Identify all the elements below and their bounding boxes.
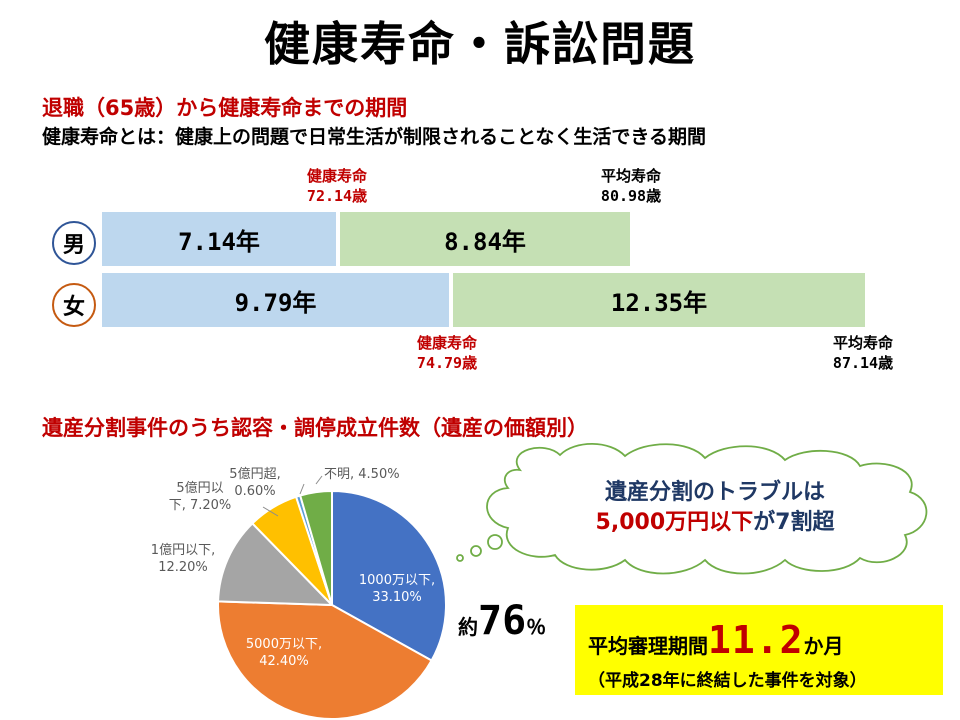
callout-line2: 5,000万円以下が7割超 bbox=[505, 508, 925, 538]
leader-line-5oku-cho bbox=[299, 483, 305, 495]
male-healthy-label: 健康寿命 bbox=[306, 167, 367, 185]
female-average-marker: 平均寿命 87.14歳 bbox=[808, 333, 918, 373]
pie-slice-5 bbox=[298, 489, 333, 606]
callout-line1: 遺産分割のトラブルは bbox=[604, 480, 825, 505]
slice-label-5oku-cho-pct: 0.60% bbox=[234, 484, 276, 499]
slice-label-5oku-cho: 5億円超, 0.60% bbox=[222, 466, 288, 500]
female-healthy-label: 健康寿命 bbox=[416, 334, 477, 352]
male-average-value: 80.98歳 bbox=[600, 187, 662, 205]
male-average-marker: 平均寿命 80.98歳 bbox=[576, 166, 686, 206]
slice-label-5oku-ika-name: 5億円以 bbox=[176, 481, 224, 496]
slice-label-5oku-cho-name: 5億円超, bbox=[229, 467, 281, 482]
male-healthy-value: 72.14歳 bbox=[306, 187, 368, 205]
pie-slice-0 bbox=[331, 489, 447, 662]
leader-line-fumei bbox=[315, 475, 323, 485]
approx-percentage: 約76％ bbox=[458, 598, 546, 644]
cloud-bubble-small bbox=[456, 554, 464, 562]
male-average-label: 平均寿命 bbox=[600, 167, 661, 185]
male-badge: 男 bbox=[52, 221, 96, 265]
female-unhealthy-period-bar: 12.35年 bbox=[453, 273, 865, 327]
approx-number: 76 bbox=[478, 598, 527, 644]
approx-prefix: 約 bbox=[458, 615, 478, 639]
male-unhealthy-period-bar: 8.84年 bbox=[340, 212, 630, 266]
slice-label-1000man-pct: 33.10% bbox=[372, 590, 422, 605]
leader-line-5oku-ika bbox=[262, 506, 279, 517]
callout-line2-rest: が7割超 bbox=[753, 510, 835, 535]
slice-label-1000man: 1000万以下, 33.10% bbox=[349, 572, 445, 606]
cloud-bubble-medium bbox=[470, 545, 482, 557]
female-average-label: 平均寿命 bbox=[832, 334, 893, 352]
cloud-bubble-large bbox=[487, 534, 503, 550]
trial-period-line: 平均審理期間11.2か月 bbox=[588, 618, 844, 662]
female-healthy-period-bar: 9.79年 bbox=[102, 273, 449, 327]
female-average-value: 87.14歳 bbox=[832, 354, 894, 372]
slice-label-fumei-name: 不明, bbox=[324, 467, 355, 482]
slice-label-5oku-ika: 5億円以 下, 7.20% bbox=[150, 480, 250, 514]
pie-slice-1 bbox=[217, 600, 433, 720]
section2-heading: 遺産分割事件のうち認容・調停成立件数（遺産の価額別） bbox=[42, 416, 588, 440]
slice-label-5000man: 5000万以下, 42.40% bbox=[232, 636, 336, 670]
slice-label-5000man-name: 5000万以下, bbox=[245, 637, 323, 652]
callout-highlight: 5,000万円以下 bbox=[595, 510, 754, 535]
section1-heading: 退職（65歳）から健康寿命までの期間 bbox=[42, 96, 408, 120]
trial-period-note: （平成28年に終結した事件を対象） bbox=[588, 671, 867, 691]
approx-suffix: ％ bbox=[526, 615, 547, 639]
slice-label-5oku-ika-rest: 下, 7.20% bbox=[150, 497, 250, 514]
female-healthy-marker: 健康寿命 74.79歳 bbox=[392, 333, 502, 373]
female-badge: 女 bbox=[52, 283, 96, 327]
page-title: 健康寿命・訴訟問題 bbox=[264, 17, 696, 71]
slice-label-5000man-pct: 42.40% bbox=[259, 654, 309, 669]
slice-label-fumei: 不明, 4.50% bbox=[324, 466, 424, 483]
section1-definition: 健康寿命とは：健康上の問題で日常生活が制限されることなく生活できる期間 bbox=[42, 126, 707, 148]
male-healthy-period-bar: 7.14年 bbox=[102, 212, 336, 266]
pie-slice-2 bbox=[217, 521, 335, 607]
trial-period-label: 平均審理期間 bbox=[588, 634, 708, 658]
slice-label-1oku: 1億円以下, 12.20% bbox=[138, 542, 228, 576]
slice-label-1000man-name: 1000万以下, bbox=[358, 573, 436, 588]
slice-label-5oku-ika-pct: 7.20% bbox=[189, 498, 232, 513]
female-healthy-value: 74.79歳 bbox=[416, 354, 478, 372]
male-healthy-marker: 健康寿命 72.14歳 bbox=[282, 166, 392, 206]
slice-label-5oku-ika-name2: 下, bbox=[168, 498, 186, 513]
trial-period-value: 11.2 bbox=[708, 618, 804, 662]
callout-text: 遺産分割のトラブルは 5,000万円以下が7割超 bbox=[505, 478, 925, 538]
trial-period-box bbox=[575, 605, 943, 695]
trial-period-unit: か月 bbox=[803, 634, 844, 658]
cloud-shape bbox=[486, 443, 928, 575]
slice-label-fumei-pct: 4.50% bbox=[358, 467, 400, 482]
slice-label-1oku-name: 1億円以下, bbox=[150, 543, 216, 558]
slice-label-1oku-pct: 12.20% bbox=[158, 560, 208, 575]
